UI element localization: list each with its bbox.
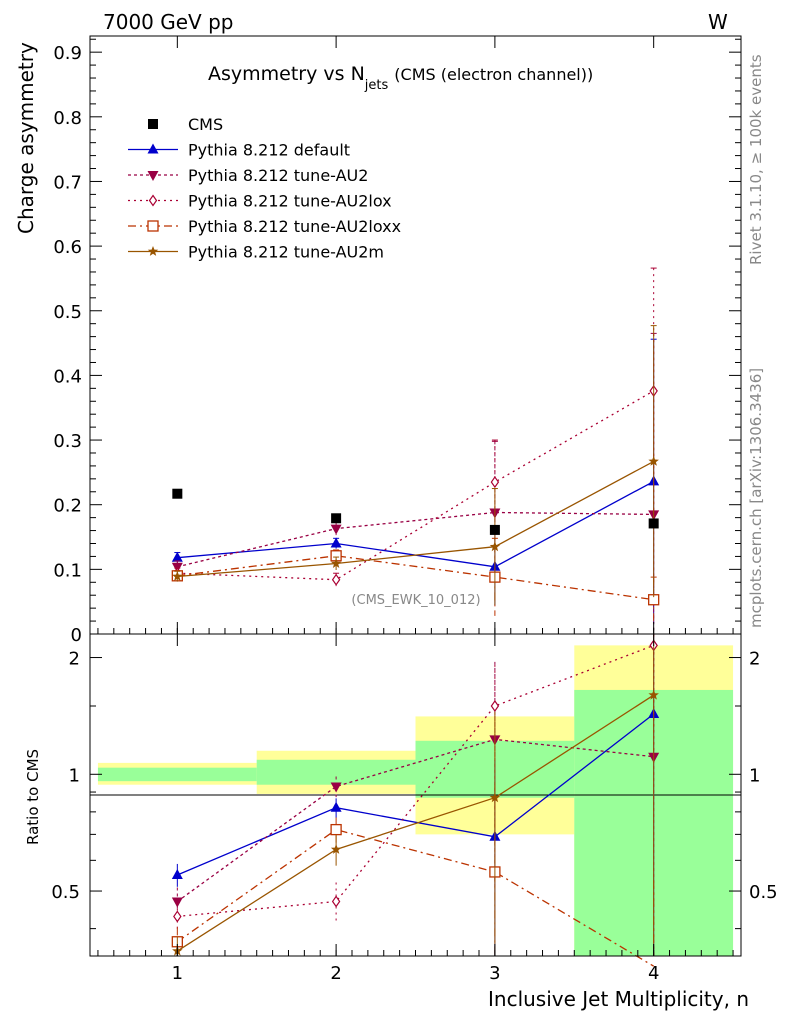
ratio-1-point-1	[171, 868, 183, 879]
process-label: W	[708, 10, 728, 34]
chart-title-main: Asymmetry vs N	[208, 63, 365, 85]
ratio-series	[171, 634, 660, 967]
chart-title-suffix: (CMS (electron channel))	[394, 65, 593, 84]
series-5-point-1	[172, 571, 183, 581]
series-1-point-2	[330, 537, 342, 548]
main-series	[171, 267, 660, 634]
ratio-line-4	[176, 828, 655, 967]
data-point-3	[489, 524, 500, 535]
ratio-band-stat-1	[97, 767, 257, 782]
series-1-point-1	[171, 551, 183, 562]
legend: CMS Pythia 8.212 default Pythia 8.212 tune…	[128, 115, 401, 262]
series-5-point-2	[330, 558, 342, 568]
rivet-version-label: Rivet 3.1.10, ≥ 100k events	[747, 54, 765, 265]
series-line-4	[177, 555, 654, 601]
y-axis-label: Charge asymmetry	[14, 42, 38, 234]
chart-title: Asymmetry vs Njets (CMS (electron channel…	[208, 63, 593, 93]
legend-label-4: Pythia 8.212 tune-AU2loxx	[188, 217, 401, 236]
legend-marker-3	[148, 194, 158, 207]
series-3-point-3	[490, 476, 500, 489]
data-point-2	[331, 513, 342, 524]
ratio-2-point-2	[330, 782, 342, 793]
ratio-5-point-3	[489, 792, 501, 803]
legend-marker-4	[147, 220, 159, 232]
y-tick-label-0.6: 0.6	[53, 237, 82, 258]
ratio-5-point-2	[330, 844, 342, 854]
axis-ticks: 1 2 3 4 0 0.1 0.2 0.3 0.4 0.5 0.6 0.7 0.8 0.9 0.5 0.5 1 1…	[51, 36, 778, 984]
x-axis-label: Inclusive Jet Multiplicity, n	[488, 987, 749, 1011]
x-tick-label-1: 1	[172, 963, 183, 984]
y-tick-label-0.1: 0.1	[53, 560, 82, 581]
legend-label-2: Pythia 8.212 tune-AU2	[188, 166, 368, 185]
ratio-line-1	[177, 713, 655, 876]
ratio-1-point-2	[330, 801, 342, 812]
y-tick-label-0.7: 0.7	[53, 172, 82, 193]
legend-marker-2	[147, 171, 159, 181]
ratio-plot-frame	[89, 633, 742, 957]
series-5-point-3	[489, 541, 501, 552]
legend-marker-5	[147, 246, 159, 256]
ratio-y-axis-label: Ratio to CMS	[24, 749, 42, 845]
ratio-2-point-1	[171, 897, 183, 908]
ratio-5-point-4	[648, 689, 659, 700]
ratio-tick-label-right-1: 1	[749, 765, 760, 786]
ratio-4-point-2	[330, 823, 342, 836]
ratio-band-stat-2	[256, 759, 416, 785]
series-2-point-2	[330, 524, 342, 535]
mcplots-label: mcplots.cern.ch [arXiv:1306.3436]	[747, 368, 765, 628]
ratio-tick-label-right-2: 2	[749, 649, 760, 670]
data-point-1	[172, 488, 183, 499]
legend-label-3: Pythia 8.212 tune-AU2lox	[188, 192, 392, 211]
legend-label-1: Pythia 8.212 default	[188, 141, 350, 160]
ratio-tick-label-1: 1	[69, 765, 80, 786]
legend-label-5: Pythia 8.212 tune-AU2m	[188, 243, 384, 262]
ratio-3-point-3	[490, 699, 500, 713]
y-tick-label-0: 0	[71, 625, 82, 646]
ratio-tick-label-right-0.5: 0.5	[749, 882, 778, 903]
series-line-3	[177, 390, 655, 581]
x-tick-label-3: 3	[489, 963, 500, 984]
series-line-5	[177, 460, 655, 578]
series-5-point-4	[648, 455, 659, 466]
series-line-1	[177, 480, 655, 568]
series-3-point-2	[331, 573, 341, 586]
chart-title-subscript: jets	[364, 78, 389, 93]
legend-marker-data	[148, 119, 158, 129]
x-tick-label-4: 4	[648, 963, 659, 984]
data-markers	[172, 488, 659, 535]
ratio-line-5	[176, 694, 655, 952]
series-line-2	[177, 511, 654, 568]
y-tick-label-0.4: 0.4	[53, 366, 82, 387]
ratio-3-point-2	[331, 895, 341, 908]
y-tick-label-0.5: 0.5	[53, 302, 82, 323]
x-tick-label-2: 2	[330, 963, 341, 984]
ratio-line-3	[177, 644, 654, 918]
y-tick-label-0.3: 0.3	[53, 431, 82, 452]
ratio-tick-label-2: 2	[69, 649, 80, 670]
ratio-line-2	[176, 738, 654, 903]
analysis-label: (CMS_EWK_10_012)	[351, 593, 480, 608]
y-tick-label-0.2: 0.2	[53, 496, 82, 517]
y-tick-label-0.8: 0.8	[53, 108, 82, 129]
ratio-3-point-1	[173, 910, 182, 923]
energy-label: 7000 GeV pp	[103, 10, 234, 34]
data-point-4	[648, 518, 659, 529]
y-tick-label-0.9: 0.9	[53, 43, 82, 64]
legend-marker-1	[147, 143, 159, 154]
ratio-tick-label-0.5: 0.5	[51, 882, 80, 903]
ratio-bands	[97, 645, 734, 956]
legend-label-data: CMS	[188, 115, 223, 134]
